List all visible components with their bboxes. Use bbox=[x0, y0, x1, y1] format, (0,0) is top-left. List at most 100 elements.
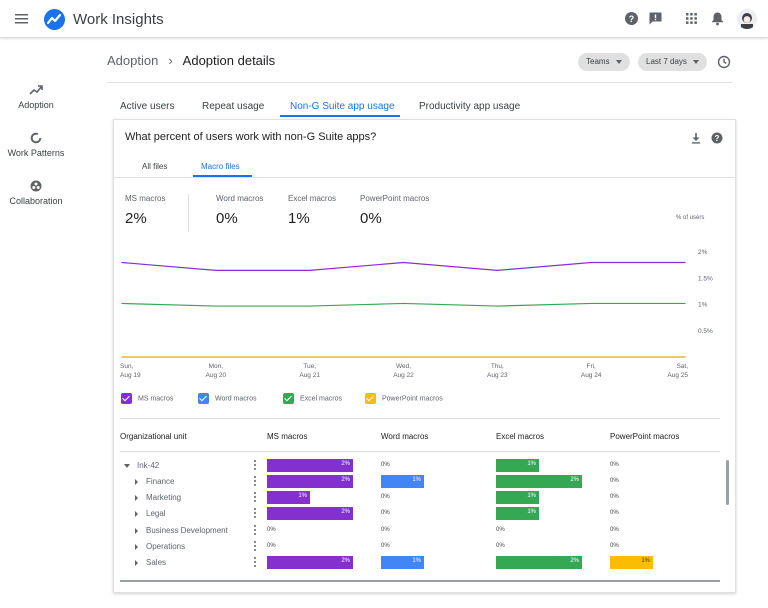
checkbox-checked-icon[interactable] bbox=[198, 393, 209, 404]
x-tick-label: Mon, bbox=[209, 363, 224, 370]
notifications-bell-icon[interactable] bbox=[710, 11, 725, 26]
download-icon[interactable] bbox=[690, 132, 702, 144]
data-point[interactable] bbox=[309, 269, 311, 271]
data-point[interactable] bbox=[496, 356, 498, 358]
caret-right-icon[interactable] bbox=[135, 495, 138, 501]
table-row[interactable]: Sales 2% 1% 2% 1% bbox=[114, 555, 724, 571]
macro-usage-card: What percent of users work with non-G Su… bbox=[113, 119, 736, 593]
value-label: 0% bbox=[610, 478, 619, 484]
more-vert-icon[interactable] bbox=[253, 541, 257, 553]
metric-cell: 0% bbox=[610, 507, 696, 520]
group-filter-dropdown[interactable]: Teams bbox=[578, 53, 630, 71]
column-header-org-unit[interactable]: Organizational unit bbox=[120, 432, 187, 441]
date-range-dropdown[interactable]: Last 7 days bbox=[638, 53, 707, 71]
data-point[interactable] bbox=[402, 356, 405, 358]
data-point[interactable] bbox=[590, 302, 592, 305]
caret-right-icon[interactable] bbox=[135, 544, 138, 550]
data-point[interactable] bbox=[496, 269, 498, 271]
apps-grid-icon[interactable] bbox=[684, 11, 699, 26]
nav-item-adoption[interactable]: Adoption bbox=[0, 84, 72, 110]
data-point[interactable] bbox=[590, 261, 592, 264]
data-point[interactable] bbox=[684, 356, 686, 358]
metric-cell: 2% bbox=[496, 475, 582, 488]
caret-right-icon[interactable] bbox=[135, 560, 138, 566]
value-bar bbox=[496, 507, 539, 520]
column-header-powerpoint-macros[interactable]: PowerPoint macros bbox=[610, 432, 680, 441]
legend-item-word-macros[interactable]: Word macros bbox=[198, 393, 257, 404]
legend-label: PowerPoint macros bbox=[382, 395, 443, 403]
data-point[interactable] bbox=[121, 356, 123, 358]
table-row[interactable]: Business Development 0% 0% 0% 0% bbox=[114, 523, 724, 539]
table-row[interactable]: Ink-42 2% 0% 1% 0% bbox=[114, 458, 724, 474]
checkbox-checked-icon[interactable] bbox=[365, 393, 376, 404]
data-point[interactable] bbox=[121, 302, 123, 305]
more-vert-icon[interactable] bbox=[253, 557, 257, 569]
legend-item-powerpoint-macros[interactable]: PowerPoint macros bbox=[365, 393, 443, 404]
data-point[interactable] bbox=[402, 302, 405, 305]
checkbox-checked-icon[interactable] bbox=[283, 393, 294, 404]
history-icon[interactable] bbox=[717, 55, 731, 69]
data-point[interactable] bbox=[215, 269, 217, 271]
active-tab-indicator bbox=[280, 115, 400, 117]
series-line-ms-macros[interactable] bbox=[121, 261, 685, 271]
table-row[interactable]: Legal 2% 0% 1% 0% bbox=[114, 506, 724, 522]
data-point[interactable] bbox=[496, 305, 498, 307]
metric-cell: 1% bbox=[496, 491, 582, 504]
column-header-excel-macros[interactable]: Excel macros bbox=[496, 432, 545, 441]
value-label: 0% bbox=[267, 527, 276, 533]
data-point[interactable] bbox=[309, 305, 311, 307]
tab-non-g-suite-app-usage[interactable]: Non-G Suite app usage bbox=[290, 101, 395, 112]
caret-down-icon[interactable] bbox=[124, 464, 130, 468]
help-icon[interactable]: ? bbox=[624, 11, 639, 26]
data-point[interactable] bbox=[215, 356, 217, 358]
breadcrumb-parent[interactable]: Adoption bbox=[107, 53, 159, 68]
nav-item-work-patterns[interactable]: Work Patterns bbox=[0, 132, 72, 158]
group-filter-label: Teams bbox=[586, 57, 610, 66]
data-point[interactable] bbox=[215, 305, 217, 307]
tab-repeat-usage[interactable]: Repeat usage bbox=[202, 101, 265, 112]
tab-productivity-app-usage[interactable]: Productivity app usage bbox=[419, 101, 521, 112]
more-vert-icon[interactable] bbox=[253, 476, 257, 488]
data-point[interactable] bbox=[684, 302, 686, 305]
table-row[interactable]: Operations 0% 0% 0% 0% bbox=[114, 539, 724, 555]
caret-right-icon[interactable] bbox=[135, 511, 138, 517]
more-vert-icon[interactable] bbox=[253, 508, 257, 520]
data-point[interactable] bbox=[121, 261, 123, 264]
tab-active-users[interactable]: Active users bbox=[120, 101, 175, 112]
metric-value-word-macros: 0% bbox=[216, 210, 238, 227]
table-row[interactable]: Finance 2% 1% 2% 0% bbox=[114, 474, 724, 490]
account-avatar[interactable] bbox=[737, 9, 757, 29]
checkbox-checked-icon[interactable] bbox=[121, 393, 132, 404]
chevron-right-icon: › bbox=[168, 53, 173, 68]
more-vert-icon[interactable] bbox=[253, 460, 257, 472]
y-tick-label: 2% bbox=[698, 249, 708, 256]
data-point[interactable] bbox=[590, 356, 592, 358]
work-insights-logo-icon[interactable] bbox=[44, 9, 65, 30]
more-vert-icon[interactable] bbox=[253, 492, 257, 504]
metric-cell: 0% bbox=[267, 524, 353, 537]
table-scrollbar[interactable] bbox=[726, 460, 729, 505]
data-point[interactable] bbox=[684, 261, 686, 264]
more-vert-icon[interactable] bbox=[253, 525, 257, 537]
metric-cell: 0% bbox=[496, 524, 582, 537]
column-header-ms-macros[interactable]: MS macros bbox=[267, 432, 308, 441]
data-point[interactable] bbox=[402, 261, 405, 264]
value-label: 1% bbox=[527, 493, 536, 499]
legend-item-excel-macros[interactable]: Excel macros bbox=[283, 393, 342, 404]
caret-right-icon[interactable] bbox=[135, 528, 138, 534]
menu-icon[interactable] bbox=[14, 11, 30, 27]
feedback-icon[interactable] bbox=[648, 11, 663, 26]
x-tick-label: Thu, bbox=[491, 363, 504, 370]
table-row[interactable]: Marketing 1% 0% 1% 0% bbox=[114, 490, 724, 506]
caret-right-icon[interactable] bbox=[135, 479, 138, 485]
data-point[interactable] bbox=[309, 356, 311, 358]
nav-item-collaboration[interactable]: Collaboration bbox=[0, 180, 72, 206]
legend-item-ms-macros[interactable]: MS macros bbox=[121, 393, 173, 404]
legend-label: Excel macros bbox=[300, 395, 343, 403]
subtab-all-files[interactable]: All files bbox=[142, 162, 168, 171]
value-label: 1% bbox=[298, 493, 307, 499]
column-header-word-macros[interactable]: Word macros bbox=[381, 432, 429, 441]
divider bbox=[120, 580, 720, 582]
help-icon[interactable]: ? bbox=[711, 132, 723, 144]
subtab-macro-files[interactable]: Macro files bbox=[201, 162, 240, 171]
